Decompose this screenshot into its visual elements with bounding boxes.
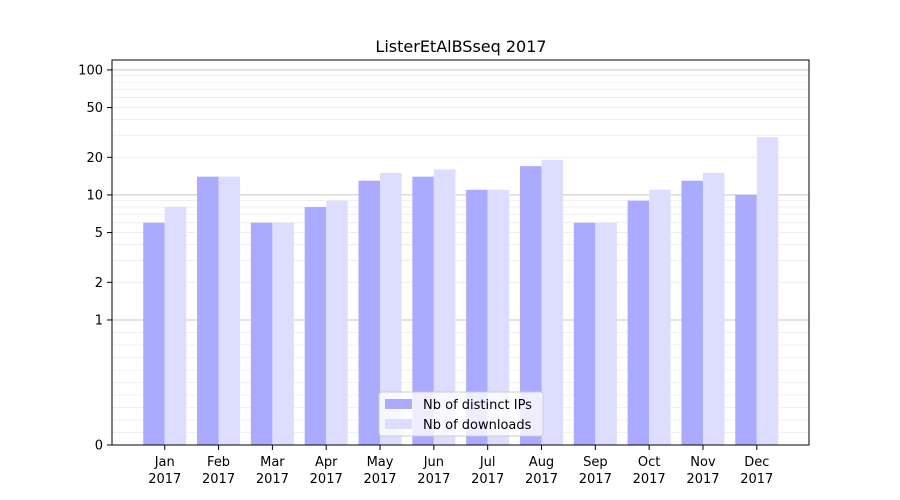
x-axis: Jan 2017 Feb 2017 Mar 2017 Apr 2017 May 2017 Jun 20… — [148, 445, 773, 487]
y-tick-label: 2 — [95, 276, 103, 291]
legend-box — [378, 391, 544, 437]
bar-downloads — [164, 207, 187, 445]
bar-downloads — [756, 137, 779, 445]
legend-swatch — [385, 399, 412, 409]
y-tick-label: 20 — [86, 151, 103, 166]
bar-distinct-ips — [412, 176, 434, 445]
legend-label: Nb of distinct IPs — [423, 398, 532, 413]
legend-label: Nb of downloads — [423, 418, 532, 433]
bar-distinct-ips — [197, 176, 219, 445]
bar-downloads — [433, 169, 456, 445]
bar-downloads — [649, 189, 671, 445]
x-tick-label: Jun 2017 — [417, 455, 450, 487]
legend-swatch — [385, 419, 412, 429]
chart-title: ListerEtAlBSseq 2017 — [375, 37, 546, 56]
bar-downloads — [380, 172, 402, 445]
y-tick-label: 5 — [95, 226, 103, 241]
bar-distinct-ips — [304, 207, 327, 445]
bar-downloads — [272, 222, 294, 445]
y-tick-label: 100 — [78, 63, 103, 78]
x-tick-label: Jul 2017 — [471, 455, 504, 487]
y-tick-label: 10 — [86, 188, 103, 203]
bar-downloads — [218, 176, 241, 445]
y-tick-label: 50 — [86, 101, 103, 116]
bars — [143, 137, 779, 445]
bar-distinct-ips — [466, 189, 488, 445]
x-tick-label: Oct 2017 — [633, 455, 666, 487]
bar-downloads — [595, 222, 617, 445]
bar-distinct-ips — [627, 200, 650, 445]
bar-downloads — [326, 200, 348, 445]
plot-frame — [111, 59, 810, 446]
x-tick-label: Dec 2017 — [740, 455, 773, 487]
bar-distinct-ips — [573, 222, 596, 445]
bar-downloads — [487, 189, 510, 445]
legend: Nb of distinct IPs Nb of downloads — [378, 391, 544, 437]
bar-distinct-ips — [519, 166, 542, 445]
bar-distinct-ips — [735, 194, 757, 445]
y-tick-label: 1 — [95, 313, 103, 328]
x-tick-label: Jan 2017 — [148, 455, 181, 487]
x-tick-label: Mar 2017 — [256, 455, 289, 487]
x-tick-label: Apr 2017 — [310, 455, 343, 487]
bar-distinct-ips — [250, 222, 273, 445]
y-tick-label: 0 — [95, 439, 103, 454]
bar-distinct-ips — [358, 180, 381, 445]
x-tick-label: Aug 2017 — [525, 455, 558, 487]
x-tick-label: Nov 2017 — [686, 455, 719, 487]
bar-downloads — [541, 160, 564, 445]
bar-distinct-ips — [143, 222, 165, 445]
x-tick-label: Sep 2017 — [579, 455, 612, 487]
x-tick-label: May 2017 — [363, 455, 396, 487]
bar-distinct-ips — [681, 180, 703, 445]
y-axis: 0 1 2 5 10 20 50 100 — [78, 63, 112, 454]
x-tick-label: Feb 2017 — [202, 455, 235, 487]
bar-downloads — [702, 172, 725, 445]
